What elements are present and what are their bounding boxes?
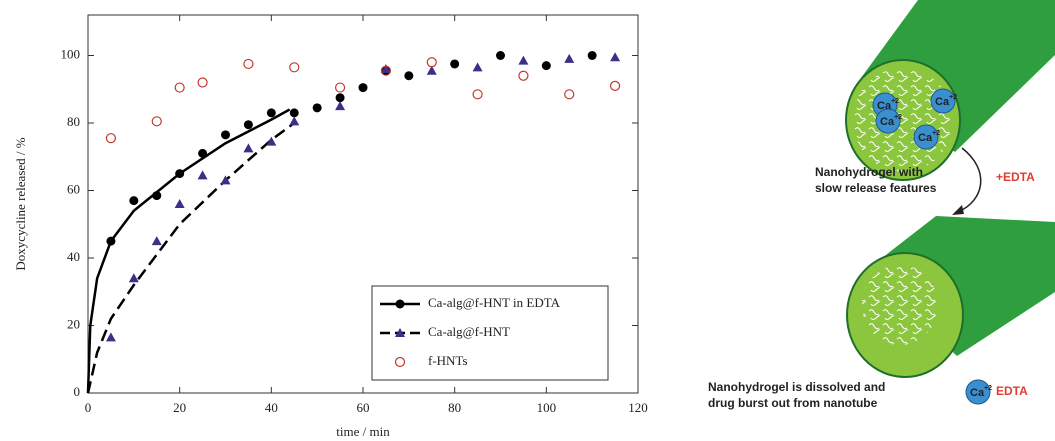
marker — [564, 53, 575, 63]
ion — [965, 379, 991, 405]
marker — [221, 130, 230, 140]
marker — [312, 103, 322, 113]
marker — [243, 143, 254, 153]
marker — [289, 116, 300, 126]
ion-label: Ca+2 — [918, 130, 940, 144]
marker — [129, 196, 139, 206]
y-tick-label: 40 — [67, 249, 80, 264]
legend-marker — [395, 299, 405, 309]
legend-label: EDTA — [996, 384, 1028, 398]
caption: slow release features — [815, 181, 937, 195]
y-tick-label: 20 — [67, 316, 80, 331]
marker — [197, 77, 208, 88]
marker — [174, 199, 185, 208]
legend-marker — [395, 328, 405, 337]
marker — [289, 108, 299, 118]
x-tick-label: 80 — [448, 400, 461, 415]
ion-label: Ca+2 — [970, 385, 992, 399]
y-axis-label: Doxycycline released / % — [13, 137, 28, 270]
marker — [220, 175, 231, 185]
marker — [472, 89, 483, 100]
x-axis-label: time / min — [336, 424, 390, 439]
marker — [175, 169, 185, 179]
marker — [587, 51, 597, 60]
marker — [518, 55, 529, 65]
y-tick-label: 80 — [67, 114, 80, 129]
marker — [335, 93, 345, 103]
arrow-head — [952, 205, 964, 215]
ion-label: Ca+2 — [880, 114, 902, 128]
marker — [106, 236, 116, 246]
caption: Nanohydrogel is dissolved and — [708, 380, 885, 394]
marker — [472, 62, 483, 72]
ion — [930, 88, 956, 114]
marker — [243, 58, 254, 70]
marker — [380, 64, 391, 73]
legend-label: f-HNTs — [428, 353, 468, 368]
marker — [541, 61, 551, 71]
marker — [564, 89, 575, 100]
marker — [426, 57, 437, 68]
x-tick-label: 100 — [537, 400, 557, 415]
fit-line — [86, 108, 291, 394]
x-tick-label: 120 — [628, 400, 648, 415]
arrow — [957, 147, 982, 213]
marker — [128, 273, 139, 283]
marker — [174, 82, 185, 93]
y-tick-label: 60 — [67, 181, 80, 196]
marker — [152, 191, 162, 201]
ion — [913, 124, 939, 150]
marker — [289, 62, 300, 73]
y-tick-label: 0 — [74, 384, 81, 399]
fit-line — [86, 121, 295, 394]
marker — [151, 236, 162, 246]
marker — [105, 133, 117, 144]
legend-label: Ca-alg@f-HNT in EDTA — [428, 295, 561, 310]
x-tick-label: 60 — [357, 400, 370, 415]
tube-bottom — [846, 216, 1055, 378]
marker — [380, 65, 392, 76]
caption: drug burst out from nanotube — [708, 396, 878, 410]
marker — [518, 70, 529, 81]
x-tick-label: 0 — [85, 400, 92, 415]
marker — [243, 120, 253, 130]
marker — [496, 51, 505, 60]
marker — [151, 116, 162, 127]
marker — [609, 80, 621, 91]
marker — [610, 52, 621, 62]
x-tick-label: 20 — [173, 400, 186, 415]
marker — [198, 148, 208, 158]
marker — [197, 170, 208, 180]
legend-label: Ca-alg@f-HNT — [428, 324, 510, 339]
ion-label: Ca+2 — [935, 94, 957, 108]
marker — [266, 136, 277, 146]
marker — [335, 101, 346, 111]
y-tick-label: 100 — [61, 46, 81, 61]
step-label: +EDTA — [996, 170, 1035, 184]
caption: Nanohydrogel with — [815, 165, 923, 179]
x-tick-label: 40 — [265, 400, 278, 415]
marker — [105, 332, 116, 342]
marker — [450, 59, 460, 69]
marker — [426, 65, 437, 75]
marker — [358, 83, 368, 93]
tube-top — [845, 0, 1055, 181]
marker — [266, 108, 276, 118]
legend-marker — [394, 356, 406, 368]
marker — [404, 71, 414, 81]
marker — [334, 82, 346, 93]
ion — [875, 108, 901, 134]
